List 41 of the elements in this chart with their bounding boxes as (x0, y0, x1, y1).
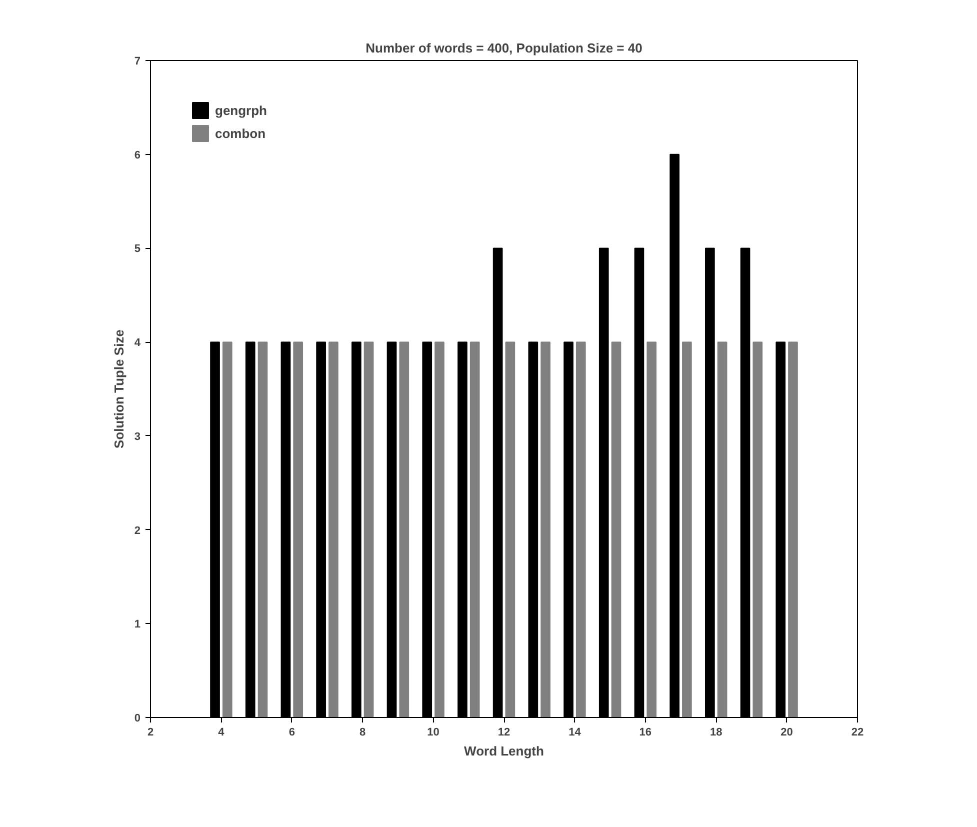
y-tick-label: 6 (134, 149, 141, 162)
y-axis-title: Solution Tuple Size (111, 330, 126, 448)
bar (222, 342, 232, 718)
x-tick-label: 14 (568, 726, 582, 738)
bar (611, 342, 622, 718)
x-tick-label: 2 (147, 726, 154, 738)
chart-title: Number of words = 400, Population Size = 40 (366, 40, 642, 56)
x-axis-title: Word Length (464, 744, 544, 758)
x-tick-label: 12 (498, 726, 510, 738)
legend-label: gengrph (215, 102, 267, 118)
y-tick-label: 7 (134, 56, 141, 68)
bar (505, 342, 516, 718)
y-tick-label: 3 (134, 430, 141, 443)
bar (646, 342, 657, 718)
bar (328, 342, 338, 718)
x-tick-label: 18 (710, 726, 722, 738)
y-tick-label: 2 (134, 524, 141, 537)
x-tick-label: 6 (288, 726, 295, 738)
bar (682, 342, 692, 718)
bar (364, 342, 374, 718)
x-tick-label: 10 (427, 726, 440, 738)
y-tick-label: 4 (134, 337, 142, 350)
x-tick-label: 8 (360, 726, 366, 738)
x-tick-label: 20 (780, 726, 793, 738)
bar (540, 342, 550, 718)
legend-label: combon (215, 126, 266, 140)
y-tick-label: 1 (134, 618, 141, 631)
x-tick-label: 16 (639, 726, 652, 738)
bar (434, 342, 444, 718)
bar (788, 342, 798, 718)
bar (258, 342, 268, 718)
bar (399, 342, 410, 718)
bar (293, 342, 304, 718)
y-tick-label: 0 (134, 712, 141, 724)
x-tick-label: 22 (851, 726, 864, 738)
x-tick-label: 4 (218, 726, 226, 738)
bar (576, 342, 586, 718)
bar (717, 342, 728, 718)
bar (470, 342, 480, 718)
bar (752, 342, 763, 718)
y-tick-label: 5 (134, 243, 141, 256)
